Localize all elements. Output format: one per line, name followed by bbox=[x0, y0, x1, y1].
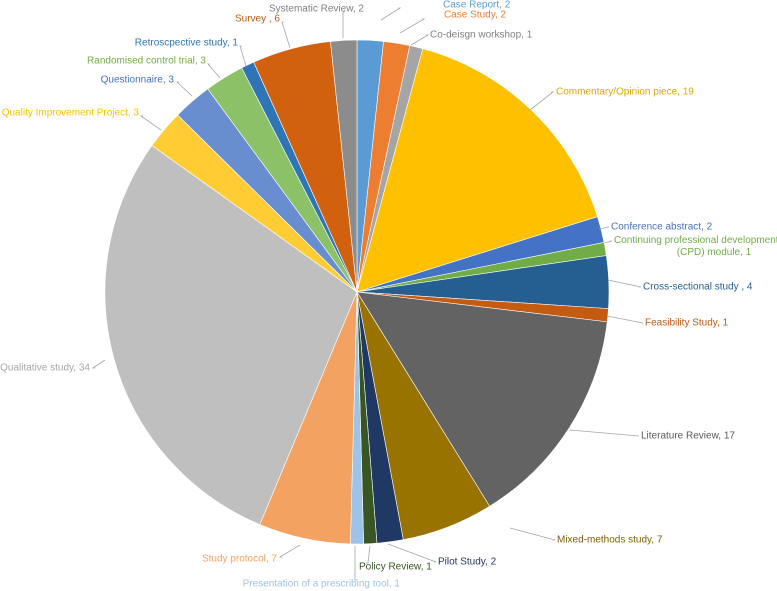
leader-line-case-report bbox=[380, 7, 402, 21]
slice-label-commentary-opinion-piece: Commentary/Opinion piece, 19 bbox=[556, 87, 694, 98]
pie-slice-qualitative-study bbox=[104, 145, 358, 525]
slice-label-case-study: Case Study, 2 bbox=[444, 10, 507, 21]
leader-line-commentary-opinion-piece bbox=[529, 91, 555, 111]
slice-label-conference-abstract: Conference abstract, 2 bbox=[611, 222, 713, 233]
leader-lines bbox=[91, 7, 644, 581]
slice-label-cross-sectional-study: Cross-sectional study , 4 bbox=[643, 282, 753, 293]
slice-label-quality-improvement-project: Quality Improvement Project, 3 bbox=[2, 108, 140, 119]
slice-label-presentation-of-a-prescribing-tool: Presentation of a prescribing tool, 1 bbox=[243, 579, 401, 590]
pie-slice-literature-review bbox=[356, 291, 608, 507]
leader-line-pilot-study bbox=[387, 543, 437, 563]
slice-label-survey: Survey , 6 bbox=[235, 14, 280, 25]
pie-slice-commentary-opinion-piece bbox=[356, 48, 598, 293]
slice-label-literature-review: Literature Review, 17 bbox=[641, 431, 735, 442]
leader-line-mixed-methods-study bbox=[509, 527, 556, 541]
leader-line-continuing-professional-development-cpd-module bbox=[603, 240, 613, 244]
leader-line-study-protocol bbox=[278, 544, 301, 558]
leader-line-randomised-control-trial bbox=[207, 63, 221, 79]
leader-line-case-study bbox=[399, 18, 426, 34]
slice-label-study-protocol: Study protocol, 7 bbox=[202, 554, 277, 565]
slice-label-continuing-professional-development-cpd-module: Continuing professional development (CPD)… bbox=[614, 235, 777, 258]
leader-line-survey bbox=[281, 21, 291, 49]
leader-line-cross-sectional-study bbox=[607, 279, 642, 288]
pie-slices bbox=[104, 39, 610, 545]
slice-label-policy-review: Policy Review, 1 bbox=[359, 562, 432, 573]
slice-label-retroscpective-study: Retroscpective study, 1 bbox=[135, 38, 239, 49]
slice-label-mixed-methods-study: Mixed-methods study, 7 bbox=[557, 535, 663, 546]
slice-label-systematic-review: Systematic Review, 2 bbox=[269, 4, 364, 15]
slice-label-case-report: Case Report, 2 bbox=[443, 0, 511, 11]
slice-label-co-deisgn-workshop: Co-deisgn workshop, 1 bbox=[430, 30, 533, 41]
leader-line-retroscpective-study bbox=[239, 45, 247, 67]
pie-slice-systematic-review bbox=[330, 39, 358, 293]
leader-line-conference-abstract bbox=[598, 226, 610, 230]
leader-line-qualitative-study bbox=[91, 359, 106, 369]
leader-line-presentation-of-a-prescribing-tool bbox=[354, 546, 357, 581]
leader-line-co-deisgn-workshop bbox=[410, 34, 430, 46]
slice-label-qualitative-study: Qualitative study, 34 bbox=[0, 363, 90, 374]
slice-label-feasibility-study: Feasibility Study, 1 bbox=[645, 318, 729, 329]
leader-line-quality-improvement-project bbox=[139, 115, 162, 131]
slice-label-pilot-study: Pilot Study, 2 bbox=[438, 557, 497, 568]
leader-line-feasibility-study bbox=[606, 315, 644, 324]
leader-line-literature-review bbox=[569, 429, 640, 437]
leader-line-systematic-review bbox=[342, 11, 345, 38]
slice-label-questionnaire: Questionnaire, 3 bbox=[101, 75, 175, 86]
leader-line-questionnaire bbox=[175, 81, 193, 97]
slice-label-randomised-control-trial: Randomised control trial, 3 bbox=[87, 56, 206, 67]
leader-line-policy-review bbox=[366, 545, 371, 564]
